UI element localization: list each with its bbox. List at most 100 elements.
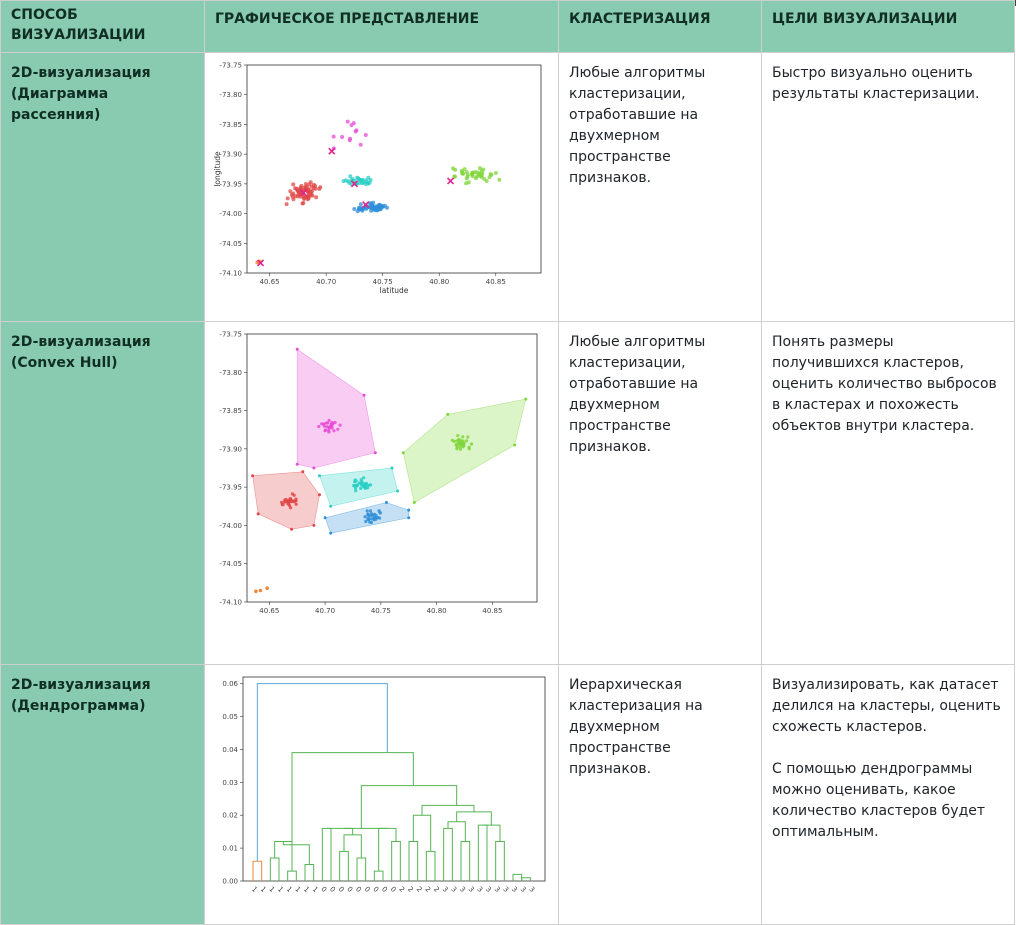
hull-vertex — [312, 523, 316, 527]
hull-vertex — [396, 489, 400, 493]
data-point — [345, 119, 350, 124]
hull-vertex — [524, 397, 528, 401]
data-point — [326, 421, 330, 425]
dendrogram-link — [456, 811, 492, 826]
centroid-marker — [299, 189, 308, 197]
y-tick-label: 0.05 — [222, 713, 238, 721]
data-point — [358, 142, 363, 147]
leaf-label: 3 — [519, 885, 528, 894]
hull-vertex — [513, 443, 517, 447]
method-cell: 2D-визуализация (Дендрограмма) — [0, 664, 205, 925]
data-point — [488, 172, 493, 177]
data-point — [314, 195, 319, 200]
leaf-label: 3 — [484, 885, 493, 894]
data-point — [466, 435, 470, 439]
data-point — [355, 484, 359, 488]
dendrogram-link — [373, 870, 384, 881]
leaf-label: 1 — [276, 885, 285, 894]
scatter-plot-cell: 40.65 40.70 40.75 40.80 40.85 -73.75 -73.80 -73… — [204, 52, 559, 322]
dendrogram-link — [252, 860, 263, 881]
data-point — [284, 499, 288, 504]
data-point — [450, 438, 454, 442]
data-point — [369, 520, 373, 525]
centroid-marker — [328, 147, 336, 155]
dendrogram-link — [425, 850, 436, 881]
x-axis-label: latitude — [380, 286, 409, 295]
hull-vertex — [295, 347, 299, 351]
data-point — [320, 422, 324, 426]
leaf-label: 3 — [475, 885, 484, 894]
hull-vertex — [407, 516, 411, 520]
data-point — [378, 511, 382, 515]
leaf-label: 2 — [415, 885, 424, 894]
convex-hull-plot: 40.65 40.70 40.75 40.80 40.85 -73.75 -73.80 -73… — [219, 331, 538, 615]
data-point — [465, 439, 469, 443]
data-point — [332, 429, 336, 433]
leaf-label: 3 — [510, 885, 519, 894]
data-point — [291, 182, 296, 187]
data-point — [459, 440, 463, 444]
y-tick-label: 0.02 — [222, 812, 238, 820]
data-point — [369, 512, 374, 516]
leaf-label: 0 — [363, 885, 372, 894]
dendrogram-link — [291, 752, 414, 845]
data-point — [354, 479, 358, 483]
data-point — [366, 512, 370, 516]
y-tick-label: -74.05 — [219, 560, 242, 568]
data-point — [364, 486, 368, 490]
hull-vertex — [446, 412, 450, 416]
data-point — [313, 184, 318, 188]
hull-vertex — [323, 516, 327, 520]
data-point — [359, 481, 363, 485]
dendrogram-cell: 0.00 0.01 0.02 0.03 0.04 0.05 0.06 1 1 1 1 1 1 1 1 0 0 0 0… — [204, 664, 559, 925]
hull-vertex — [362, 393, 366, 397]
outlier-point — [258, 588, 263, 593]
dendrogram-link — [391, 841, 401, 881]
data-point — [357, 207, 362, 212]
y-tick-label: -74.05 — [219, 240, 242, 248]
y-axis-label: longitude — [213, 151, 222, 187]
x-tick-label: 40.85 — [482, 607, 502, 615]
y-tick-label: 0.00 — [222, 878, 238, 886]
cluster-hull — [402, 398, 527, 503]
data-point — [461, 443, 465, 447]
y-tick-label: -73.80 — [219, 91, 242, 99]
dendrogram-link — [339, 850, 349, 881]
data-point — [487, 175, 492, 180]
hull-vertex — [329, 504, 333, 508]
data-point — [493, 171, 498, 175]
data-point — [366, 517, 370, 522]
data-point — [359, 478, 363, 482]
centroid-marker — [362, 201, 370, 209]
x-tick-label: 40.65 — [260, 278, 280, 286]
data-point — [371, 200, 376, 205]
goal-text: Быстро визуально оценить результаты клас… — [772, 65, 980, 102]
data-point — [291, 197, 296, 202]
header-goals: ЦЕЛИ ВИЗУАЛИЗАЦИИ — [761, 0, 1015, 53]
leaf-label: 1 — [293, 885, 302, 894]
hull-vertex — [390, 466, 394, 470]
y-tick-label: -73.85 — [219, 407, 242, 415]
leaf-label: 2 — [432, 885, 441, 894]
dendrogram-link — [282, 841, 310, 865]
x-tick-label: 40.65 — [259, 607, 279, 615]
data-point — [347, 138, 352, 143]
dendrogram-link — [304, 864, 315, 881]
data-point — [284, 202, 289, 207]
leaf-label: 3 — [527, 885, 536, 894]
dendrogram-link — [443, 827, 453, 881]
data-point — [330, 426, 334, 430]
dendrogram-link — [460, 841, 471, 881]
goal-text: Понять размеры получившихся кластеров, о… — [772, 334, 997, 434]
dendrogram-link — [356, 857, 367, 881]
data-point — [366, 175, 371, 180]
data-point — [367, 180, 372, 185]
dendrogram-plot: 0.000.010.020.030.040.050.061 1 1 1 1 1 1 1 0 0 0 0… — [222, 676, 546, 894]
y-tick-label: -74.00 — [219, 522, 242, 530]
data-point — [336, 427, 340, 431]
clustering-cell: Любые алгоритмы кластеризации, отработав… — [558, 52, 762, 322]
data-point — [327, 418, 331, 422]
method-cell: 2D-визуализация (Convex Hull) — [0, 321, 205, 665]
header-method: СПОСОБ ВИЗУАЛИЗАЦИИ — [0, 0, 205, 53]
dendrogram-link — [408, 841, 419, 881]
